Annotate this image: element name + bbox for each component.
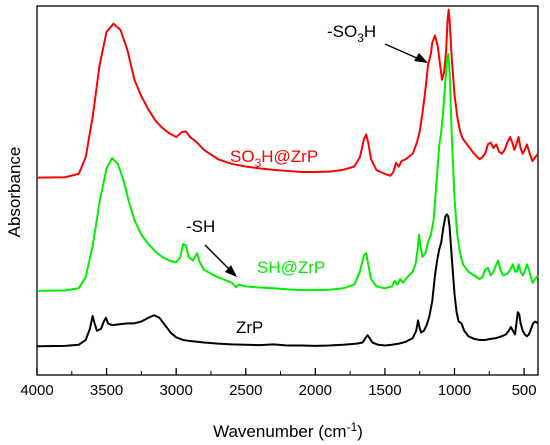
series-line-zrp [36,213,539,348]
x-axis-ticks: 4000 3500 3000 2500 2000 1500 1000 500 [20,368,537,399]
series-line-so3h-zrp [36,8,539,179]
annotation-sh-arrow [204,244,237,277]
x-tick-label: 1500 [368,382,401,399]
annotation-sh: -SH [186,217,215,236]
x-tick-label: 500 [512,382,537,399]
annotation-so3h-arrow [384,43,428,63]
x-tick-label: 3500 [90,382,123,399]
series-label-so3h-zrp: SO3H@ZrP [230,147,318,170]
plot-frame [36,5,539,376]
series-label-zrp: ZrP [236,318,263,337]
x-tick-label: 4000 [20,382,53,399]
x-tick-label: 1000 [438,382,471,399]
x-tick-label: 2500 [229,382,262,399]
x-tick-label: 2000 [299,382,332,399]
series-line-sh-zrp [36,52,539,292]
annotation-so3h-sub: 3 [357,31,364,45]
series-label-so3h-zrp-sub: 3 [255,156,262,170]
x-tick-label: 3000 [159,382,192,399]
series-label-sh-zrp: SH@ZrP [257,258,325,277]
y-axis-title: Absorbance [5,147,24,238]
x-axis-title-sup: -1 [347,420,358,434]
series-layer [36,8,539,348]
x-axis-title: Wavenumber (cm-1) [213,420,363,441]
annotation-so3h: -SO3H [327,22,376,45]
